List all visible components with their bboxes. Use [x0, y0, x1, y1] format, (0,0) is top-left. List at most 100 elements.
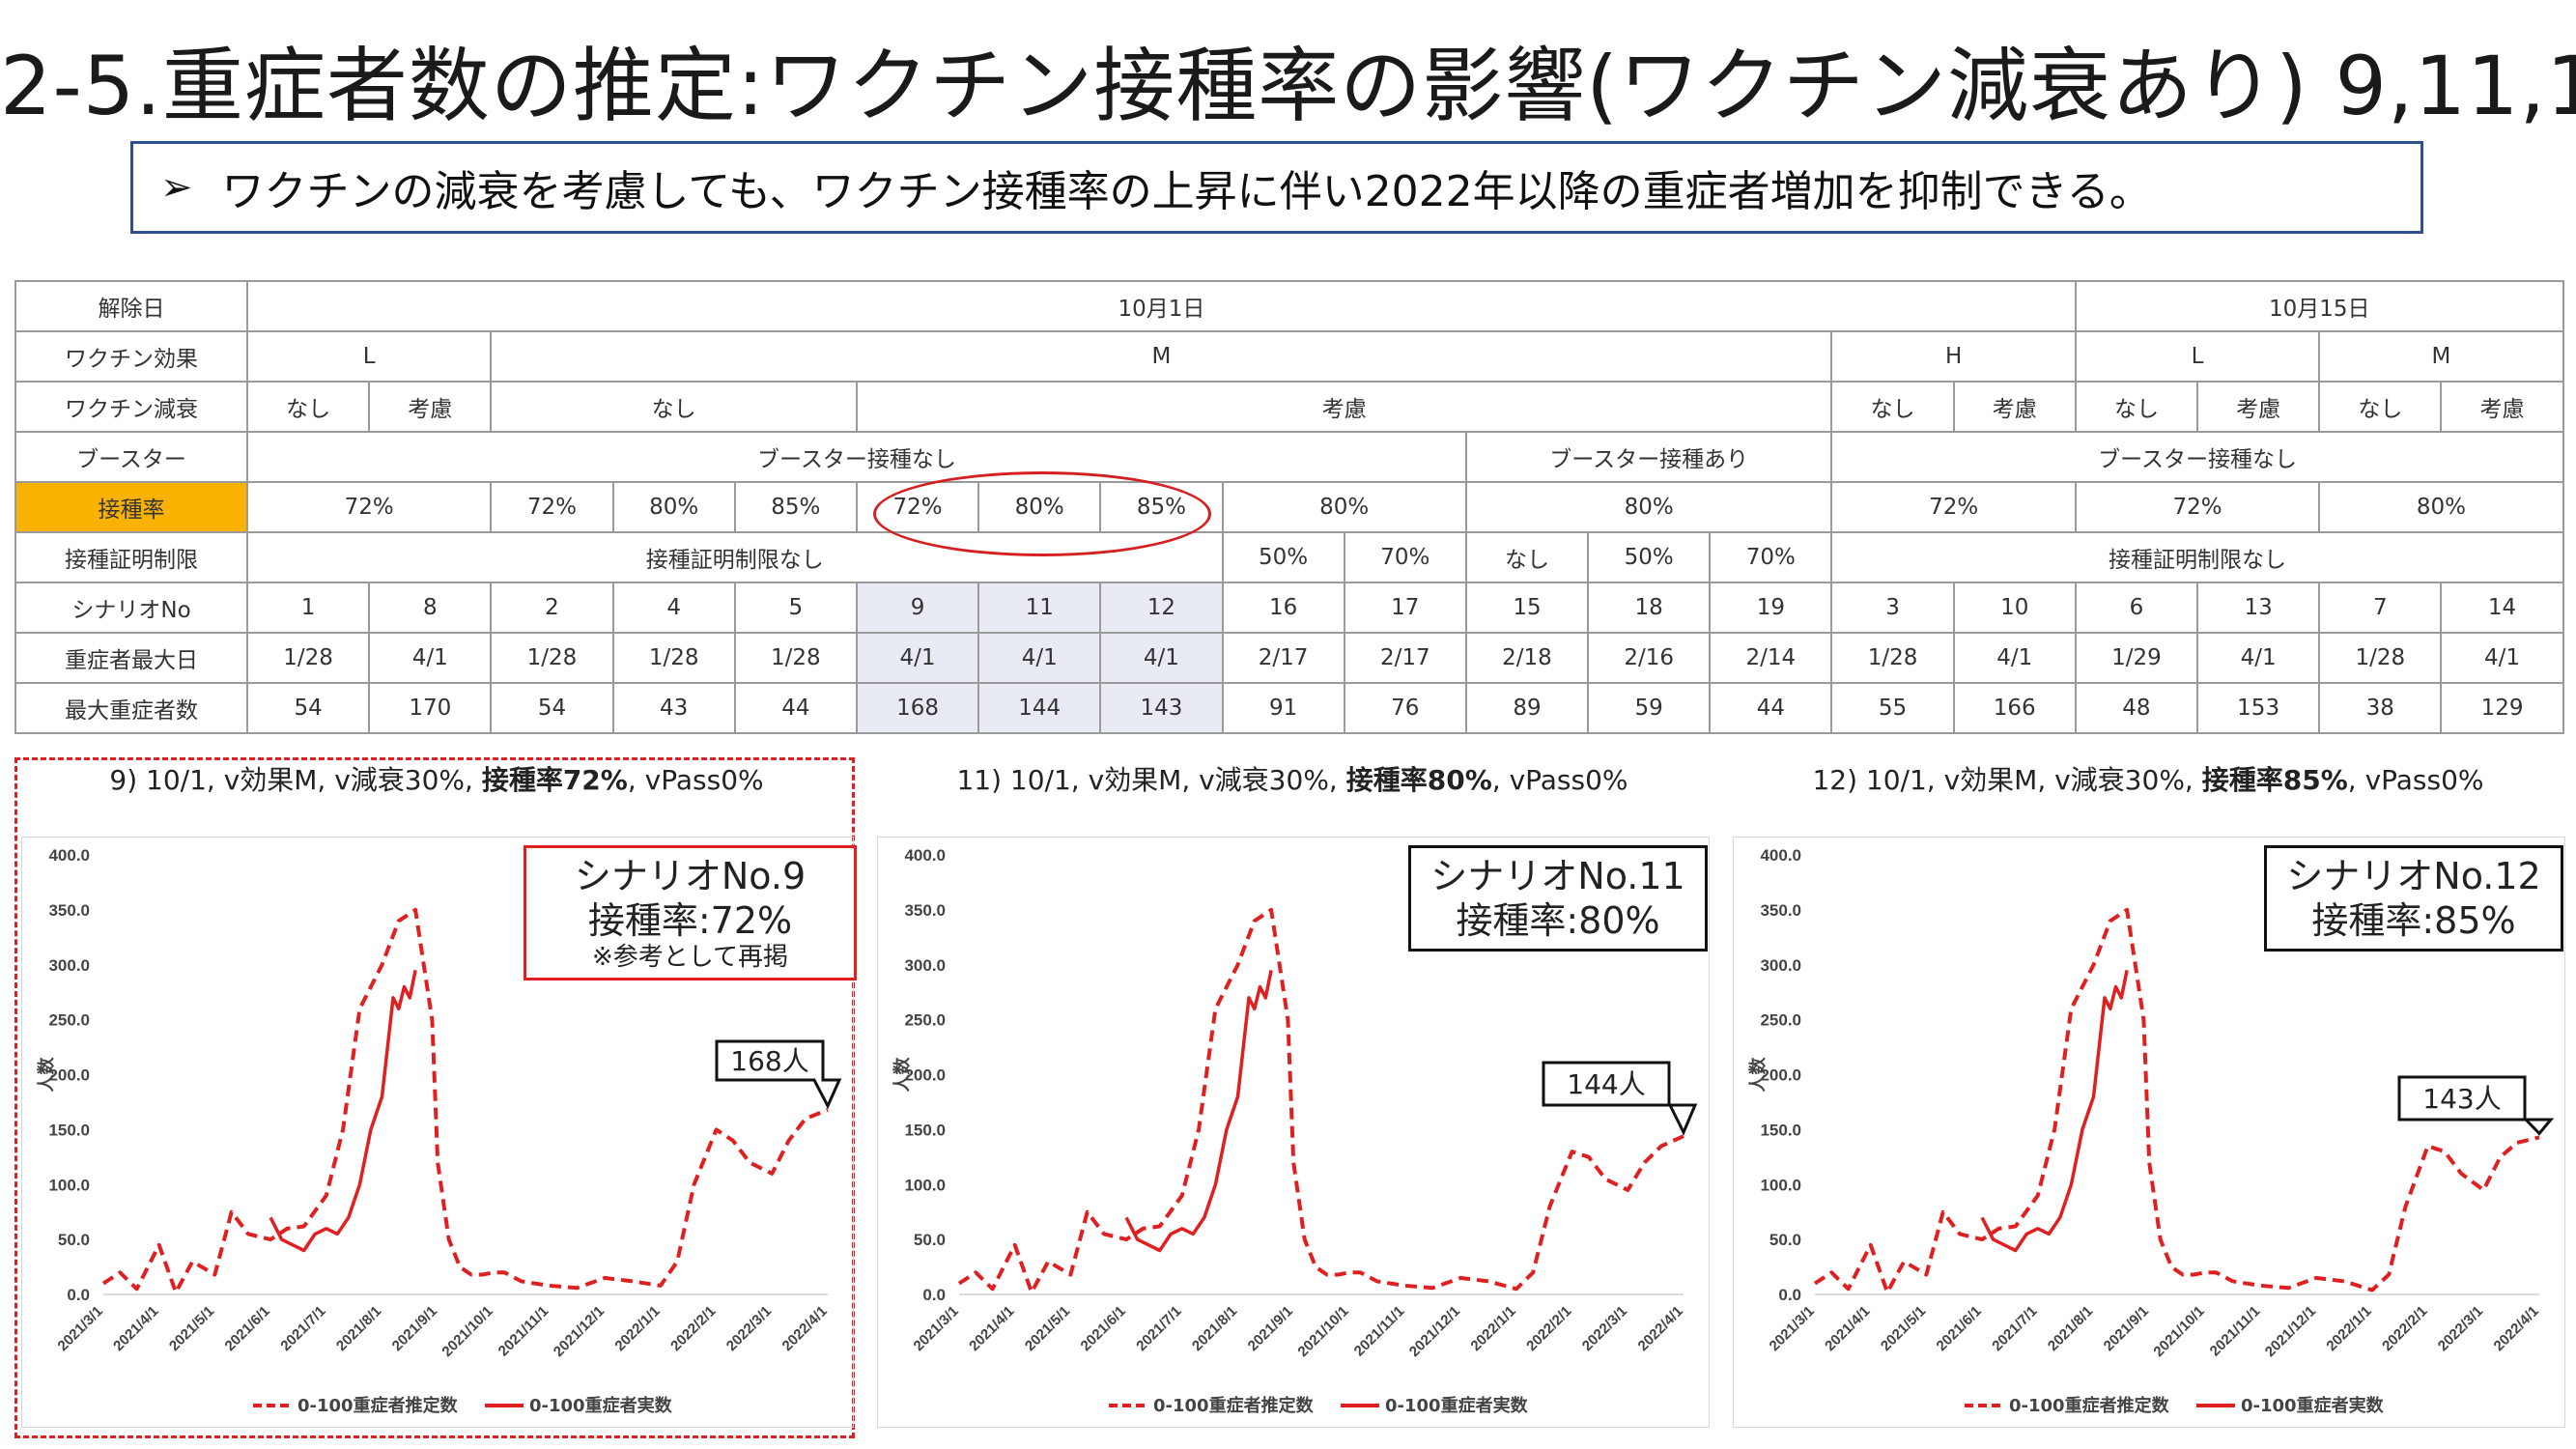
y-tick-label: 100.0: [48, 1176, 90, 1194]
y-tick-label: 100.0: [1760, 1176, 1801, 1194]
table-row: ワクチン減衰 なし 考慮 なし 考慮 なし 考慮 なし 考慮 なし 考慮: [14, 381, 2564, 433]
table-cell: 76: [1343, 682, 1467, 734]
table-cell: 1/28: [733, 632, 858, 684]
table-cell: 54: [245, 682, 371, 734]
row-label: 重症者最大日: [14, 632, 248, 684]
chart-title: 12) 10/1, v効果M, v減衰30%, 接種率85%, vPass0%: [1723, 759, 2573, 798]
chart-frame: [877, 837, 1710, 1428]
scenario-number: シナリオNo.9: [574, 855, 807, 897]
table-cell: 19: [1709, 582, 1833, 634]
chart-panel-scenario-9: 9) 10/1, v効果M, v減衰30%, 接種率72%, vPass0% 0.…: [12, 753, 862, 1441]
table-cell: 2: [490, 582, 614, 634]
chart-title-bold: 接種率80%: [1345, 764, 1492, 796]
table-cell: 80%: [1464, 481, 1833, 533]
x-tick-label: 2022/2/1: [2379, 1303, 2430, 1354]
vaccination-rate-label: 接種率:72%: [587, 899, 793, 942]
x-tick-label: 2021/5/1: [1878, 1303, 1929, 1354]
vaccination-rate-label: 接種率:80%: [1456, 899, 1660, 942]
callout-bubble: [715, 1039, 842, 1110]
table-cell: 55: [1830, 682, 1955, 734]
y-tick-label: 0.0: [1778, 1286, 1801, 1304]
table-cell: 44: [733, 682, 858, 734]
x-tick-label: 2022/3/1: [1579, 1303, 1630, 1354]
table-cell: 50%: [1587, 531, 1712, 583]
y-tick-label: 200.0: [1760, 1066, 1801, 1085]
table-cell: ブースター接種なし: [1830, 431, 2564, 483]
x-tick-label: 2021/3/1: [1767, 1303, 1818, 1354]
callout-label: 144人: [1567, 1068, 1645, 1100]
y-axis-label: 人数: [892, 1057, 913, 1093]
y-tick-label: 300.0: [48, 956, 90, 975]
table-cell: 70%: [1343, 531, 1467, 583]
chart-title-bold: 接種率85%: [2201, 764, 2348, 796]
row-label: 接種証明制限: [14, 531, 248, 583]
table-cell: 1/28: [611, 632, 736, 684]
table-cell: 4: [611, 582, 736, 634]
y-tick-label: 350.0: [1760, 901, 1801, 920]
table-cell: 4/1: [977, 632, 1102, 684]
table-row: 接種証明制限 接種証明制限なし 50% 70% なし 50% 70% 接種証明制…: [14, 531, 2564, 583]
x-tick-label: 2021/3/1: [911, 1303, 962, 1354]
table-cell: M: [2318, 330, 2564, 383]
table-cell: 38: [2318, 682, 2443, 734]
y-tick-label: 0.0: [67, 1286, 90, 1304]
line-chart: 0.0 50.0 100.0 150.0 200.0 250.0 300.0 350.0 400…: [36, 846, 842, 1416]
table-row: 最大重症者数 54 170 54 43 44 168 144 143 91 76 89 59 44 55 1…: [14, 682, 2564, 734]
x-tick-label: 2021/8/1: [1189, 1303, 1240, 1354]
x-tick-label: 2022/2/1: [667, 1303, 719, 1354]
y-tick-label: 150.0: [904, 1121, 946, 1139]
table-cell: M: [490, 330, 1833, 383]
scenario-label-box: シナリオNo.11 接種率:80%: [1408, 845, 1708, 952]
legend-label: 0-100重症者実数: [2241, 1395, 2385, 1416]
chart-panel-scenario-12: 12) 10/1, v効果M, v減衰30%, 接種率85%, vPass0% 0…: [1723, 753, 2573, 1441]
table-cell: 16: [1221, 582, 1345, 634]
table-cell: 166: [1952, 682, 2077, 734]
table-cell: 11: [977, 582, 1102, 634]
table-cell: 5: [733, 582, 858, 634]
y-tick-label: 250.0: [48, 1011, 90, 1030]
table-cell: 12: [1099, 582, 1224, 634]
table-cell: 4/1: [2196, 632, 2321, 684]
y-tick-label: 200.0: [48, 1066, 90, 1085]
x-tick-label: 2021/6/1: [1934, 1303, 1985, 1354]
x-tick-label: 2021/6/1: [222, 1303, 273, 1354]
line-chart: 0.0 50.0 100.0 150.0 200.0 250.0 300.0 350.0 400…: [892, 846, 1698, 1416]
table-cell: H: [1830, 330, 2077, 383]
table-row: 接種率 72% 72% 80% 85% 72% 80% 85% 80% 80% …: [14, 481, 2564, 533]
actual-series-line: [269, 970, 417, 1253]
row-label: ワクチン効果: [14, 330, 248, 383]
line-chart: 0.0 50.0 100.0 150.0 200.0 250.0 300.0 350.0 400…: [1747, 846, 2555, 1416]
table-cell: 48: [2074, 682, 2199, 734]
table-cell: なし: [1830, 381, 1955, 433]
scenario-label-box: シナリオNo.12 接種率:85%: [2264, 845, 2563, 952]
table-cell: 1/28: [490, 632, 614, 684]
table-cell: 80%: [1221, 481, 1467, 533]
table-cell: 170: [368, 682, 493, 734]
table-cell: 72%: [1830, 481, 2077, 533]
x-tick-label: 2021/4/1: [966, 1303, 1017, 1354]
y-tick-label: 50.0: [1769, 1231, 1801, 1249]
table-cell: 考慮: [2440, 381, 2564, 433]
chart-title: 11) 10/1, v効果M, v減衰30%, 接種率80%, vPass0%: [867, 759, 1717, 798]
y-tick-label: 350.0: [48, 901, 90, 920]
table-cell: 2/17: [1221, 632, 1345, 684]
table-cell: 153: [2196, 682, 2321, 734]
table-cell: 13: [2196, 582, 2321, 634]
x-tick-label: 2021/8/1: [333, 1303, 384, 1354]
x-tick-label: 2021/7/1: [1989, 1303, 2040, 1354]
table-cell: なし: [1464, 531, 1590, 583]
chart-panel-scenario-11: 11) 10/1, v効果M, v減衰30%, 接種率80%, vPass0% 0…: [867, 753, 1717, 1441]
table-cell: 18: [1587, 582, 1712, 634]
vaccination-rate-label: 接種率:85%: [2311, 899, 2516, 942]
highlight-ellipse: [873, 471, 1211, 556]
arrow-bullet-icon: ➢: [160, 165, 193, 210]
x-tick-label: 2022/4/1: [779, 1303, 831, 1354]
scenario-label-box: シナリオNo.9 接種率:72% ※参考として再掲: [524, 845, 857, 980]
y-tick-label: 250.0: [904, 1011, 946, 1030]
x-tick-label: 2022/1/1: [2323, 1303, 2374, 1354]
table-row: 重症者最大日 1/28 4/1 1/28 1/28 1/28 4/1 4/1 4/1 2/17 2…: [14, 632, 2564, 684]
table-cell: 1/28: [2318, 632, 2443, 684]
table-cell: 80%: [611, 481, 736, 533]
table-cell: 3: [1830, 582, 1955, 634]
legend-label: 0-100重症者推定数: [2009, 1395, 2170, 1416]
